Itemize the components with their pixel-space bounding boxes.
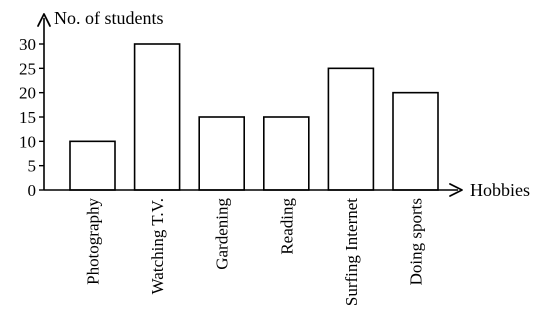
x-tick-label-surfing-internet: Surfing Internet: [342, 198, 361, 306]
y-tick-label: 10: [19, 132, 36, 151]
bars-group: [69, 43, 439, 191]
bar-watching-t-v: [133, 43, 181, 191]
bar-photography: [69, 140, 116, 191]
x-tick-label-reading: Reading: [277, 198, 296, 255]
x-tick-label-watching-t-v: Watching T.V.: [148, 198, 167, 294]
y-axis-arrow-icon: [37, 13, 51, 27]
bar-gardening: [198, 116, 245, 191]
y-ticks-group: 0 5 10 15 20 25 30: [19, 35, 44, 200]
x-labels-group: Photography Watching T.V. Gardening Reading…: [84, 198, 426, 307]
x-tick-label-doing-sports: Doing sports: [407, 198, 426, 285]
y-tick-label: 0: [28, 181, 37, 200]
x-axis-title: Hobbies: [470, 180, 530, 200]
y-tick-label: 30: [19, 35, 36, 54]
y-tick-label: 5: [28, 157, 37, 176]
y-tick-label: 20: [19, 84, 36, 103]
x-tick-label-gardening: Gardening: [213, 198, 232, 270]
y-axis-title: No. of students: [54, 8, 164, 28]
bar-surfing-internet: [327, 67, 375, 191]
x-axis-arrow-icon: [449, 183, 463, 197]
y-tick-label: 15: [19, 108, 36, 127]
bar-doing-sports: [392, 91, 439, 191]
x-tick-label-photography: Photography: [84, 198, 103, 285]
bar-reading: [262, 116, 310, 191]
y-tick-label: 25: [19, 59, 36, 78]
